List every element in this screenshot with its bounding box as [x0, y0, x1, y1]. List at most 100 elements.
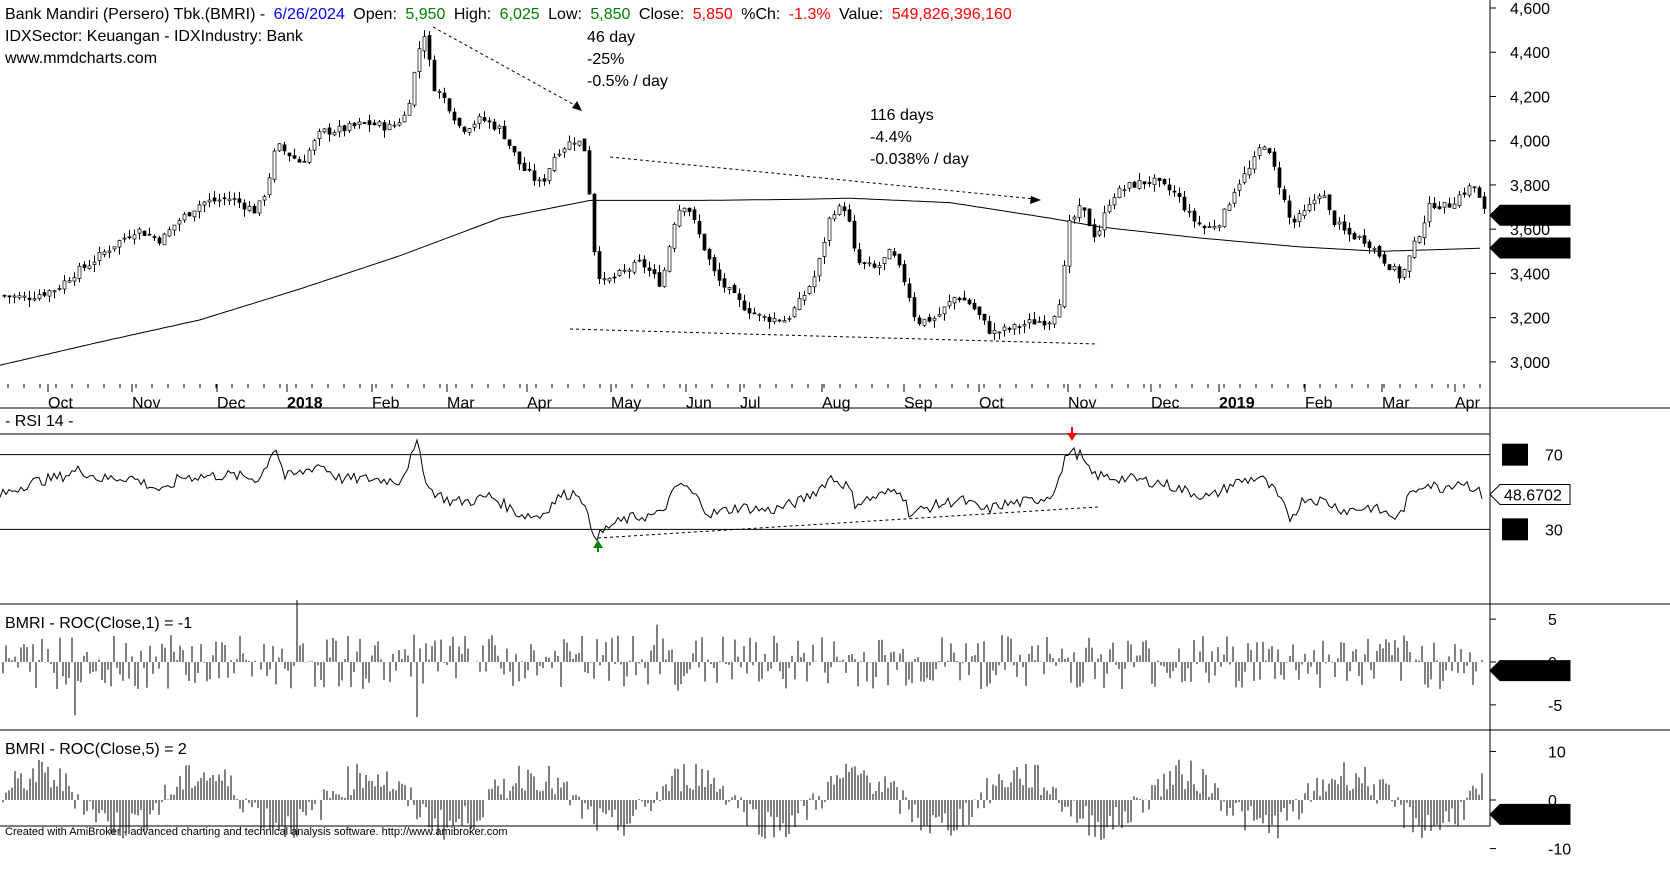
candle-body [527, 168, 532, 171]
candle-body [732, 284, 737, 294]
candle-body [1422, 222, 1427, 238]
open-label: Open: [353, 6, 397, 23]
candle-body [367, 120, 372, 125]
candle-body [1267, 148, 1272, 153]
candle-body [607, 277, 612, 282]
candle-body [1197, 222, 1202, 225]
time-axis-label: Mar [447, 395, 475, 412]
trend-lines [432, 26, 1099, 539]
candle-body [917, 317, 922, 325]
candle-body [582, 138, 587, 152]
candle-body [757, 313, 762, 316]
price-axis-label: 4,000 [1510, 134, 1550, 151]
candle-body [692, 209, 697, 221]
candle-body [1427, 202, 1432, 223]
candle-body [592, 193, 597, 253]
time-axis-label: Aug [822, 395, 850, 412]
candle-body [342, 125, 347, 132]
candle-body [842, 206, 847, 212]
candle-body [282, 144, 287, 152]
candle-body [1452, 203, 1457, 209]
time-axis-label: Nov [132, 395, 160, 412]
candle-body [102, 251, 107, 255]
candle-body [617, 270, 622, 276]
rsi-level-tag-box [1502, 443, 1528, 466]
candle-body [287, 152, 292, 157]
candle-body [927, 316, 932, 322]
rsi-up-arrow-icon [593, 540, 603, 548]
candle-body [602, 278, 607, 281]
close-label: Close: [639, 6, 684, 23]
candle-body [212, 197, 217, 202]
candle-body [782, 320, 787, 323]
candle-body [827, 217, 832, 241]
candle-body [512, 146, 517, 153]
candle-body [662, 269, 667, 287]
candle-body [1022, 324, 1027, 327]
time-axis-label: Nov [1068, 395, 1096, 412]
candle-body [622, 269, 627, 272]
annotation-116day: 116 days -4.4% -0.038% / day [870, 107, 969, 168]
candle-body [427, 35, 432, 60]
candle-body [672, 223, 677, 249]
candle-body [532, 170, 537, 181]
candle-body [402, 114, 407, 123]
annotation-line: -4.4% [870, 129, 912, 146]
candle-body [1432, 203, 1437, 209]
time-axis-label: Oct [48, 395, 73, 412]
candle-body [1207, 226, 1212, 228]
candle-body [1092, 224, 1097, 238]
candle-body [547, 168, 552, 181]
candle-body [1232, 192, 1237, 204]
candle-body [1012, 323, 1017, 330]
annotation-line: -0.5% / day [587, 73, 668, 90]
rsi-axis-label: 70 [1545, 448, 1563, 465]
candle-body [397, 122, 402, 126]
candle-body [1127, 182, 1132, 189]
annotation-line: 116 days [870, 107, 934, 124]
roc-axis-label: -10 [1548, 842, 1571, 859]
roc5-value-tag-label: -2.96689 [1504, 807, 1567, 824]
candle-body [1472, 186, 1477, 189]
candle-body [867, 262, 872, 265]
candle-body [177, 220, 182, 225]
candle-body [122, 237, 127, 240]
roc5-value-tag-box [1489, 803, 1571, 825]
time-axis-label: Oct [979, 395, 1004, 412]
candle-body [1167, 184, 1172, 191]
candle-body [1332, 210, 1337, 225]
candle-body [437, 91, 442, 93]
rsi-value-tag-label: 48.6702 [1504, 487, 1562, 504]
candle-body [762, 316, 767, 318]
price-axis-label: 3,000 [1510, 355, 1550, 372]
candle-body [717, 269, 722, 281]
candle-body [667, 246, 672, 272]
candle-body [497, 125, 502, 129]
trend-line-flat [609, 156, 1036, 200]
candle-body [1437, 206, 1442, 210]
candle-body [462, 126, 467, 133]
candle-body [222, 197, 227, 200]
candle-body [1292, 218, 1297, 223]
candle-body [942, 306, 947, 315]
open-value: 5,950 [405, 6, 445, 23]
candle-body [517, 151, 522, 165]
candle-body [127, 236, 132, 239]
price-axis-label: 3,400 [1510, 266, 1550, 283]
candle-body [1032, 319, 1037, 325]
last-price-tag-box [1489, 204, 1571, 226]
candle-body [1212, 226, 1217, 229]
rsi-title: - RSI 14 - [5, 413, 73, 430]
candle-body [382, 122, 387, 131]
time-axis-label: Dec [217, 395, 245, 412]
candle-body [697, 220, 702, 235]
candle-body [182, 213, 187, 221]
website-text: www.mmdcharts.com [4, 50, 157, 67]
candle-body [987, 320, 992, 334]
candle-body [492, 121, 497, 130]
candle-body [982, 313, 987, 321]
candle-body [1377, 246, 1382, 257]
candle-body [952, 297, 957, 304]
roc1-value-tag-label: -1 [1504, 664, 1518, 681]
